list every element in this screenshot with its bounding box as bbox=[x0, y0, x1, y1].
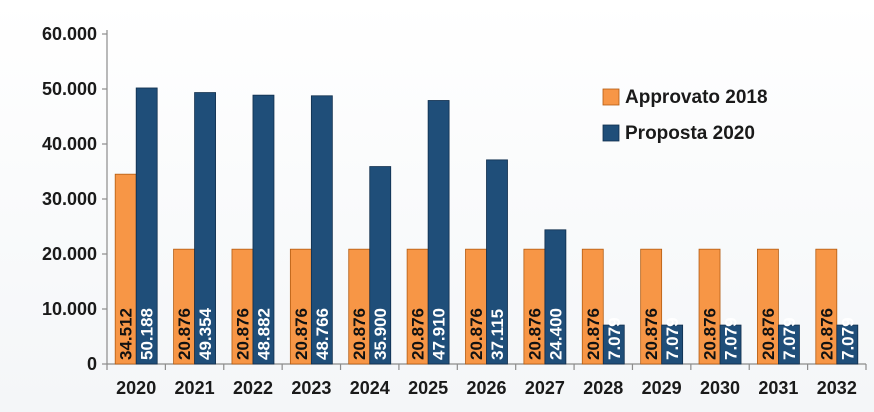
data-label: 7.079 bbox=[663, 317, 682, 360]
x-tick-label: 2031 bbox=[758, 378, 798, 398]
x-tick-label: 2029 bbox=[642, 378, 682, 398]
y-tick-label: 0 bbox=[87, 354, 97, 374]
x-tick-label: 2025 bbox=[408, 378, 448, 398]
data-label: 48.766 bbox=[313, 308, 332, 360]
bar-proposta-2025 bbox=[427, 100, 450, 365]
bar-proposta-2030 bbox=[719, 324, 742, 365]
data-label: 24.400 bbox=[546, 308, 565, 360]
data-label: 47.910 bbox=[430, 308, 449, 360]
x-tick-label: 2023 bbox=[291, 378, 331, 398]
data-label: 48.882 bbox=[254, 308, 273, 360]
bar-proposta-2029 bbox=[661, 324, 684, 365]
x-tick-label: 2028 bbox=[583, 378, 623, 398]
bar-approvato-2029 bbox=[640, 248, 663, 365]
bar-proposta-2020 bbox=[135, 87, 158, 365]
bar-proposta-2023 bbox=[310, 95, 333, 365]
bar-proposta-2031 bbox=[778, 324, 800, 365]
data-label: 20.876 bbox=[467, 308, 486, 360]
x-tick-label: 2030 bbox=[700, 378, 740, 398]
bar-approvato-2032 bbox=[815, 248, 838, 365]
data-label: 20.876 bbox=[817, 308, 836, 360]
data-label: 20.876 bbox=[233, 308, 252, 360]
data-label: 50.188 bbox=[138, 308, 157, 360]
y-tick-label: 60.000 bbox=[42, 24, 97, 44]
bar-proposta-2021 bbox=[194, 92, 216, 365]
data-label: 35.900 bbox=[371, 308, 390, 360]
data-label: 20.876 bbox=[701, 308, 720, 360]
y-tick-label: 10.000 bbox=[42, 299, 97, 319]
bar-approvato-2028 bbox=[581, 248, 604, 365]
data-label: 20.876 bbox=[525, 308, 544, 360]
data-label: 34.512 bbox=[117, 308, 136, 360]
y-tick-label: 20.000 bbox=[42, 244, 97, 264]
legend-label: Approvato 2018 bbox=[625, 87, 768, 108]
data-label: 20.876 bbox=[175, 308, 194, 360]
data-label: 7.079 bbox=[722, 317, 741, 360]
data-label: 7.079 bbox=[838, 317, 857, 360]
bar-approvato-2030 bbox=[698, 248, 721, 365]
legend-swatch bbox=[602, 88, 620, 106]
bar-proposta-2024 bbox=[369, 166, 392, 365]
data-label: 20.876 bbox=[292, 308, 311, 360]
bar-proposta-2028 bbox=[602, 324, 625, 365]
x-tick-label: 2026 bbox=[466, 378, 506, 398]
bar-proposta-2026 bbox=[486, 159, 508, 365]
bar-proposta-2032 bbox=[836, 324, 859, 365]
bar-proposta-2027 bbox=[544, 229, 567, 365]
legend-label: Proposta 2020 bbox=[625, 123, 755, 144]
x-tick-label: 2024 bbox=[350, 378, 390, 398]
data-label: 49.354 bbox=[196, 307, 215, 360]
data-label: 20.876 bbox=[350, 308, 369, 360]
data-label: 20.876 bbox=[759, 308, 778, 360]
y-tick-label: 30.000 bbox=[42, 189, 97, 209]
y-tick-label: 50.000 bbox=[42, 79, 97, 99]
y-tick-label: 40.000 bbox=[42, 134, 97, 154]
x-tick-label: 2022 bbox=[233, 378, 273, 398]
x-tick-label: 2032 bbox=[817, 378, 857, 398]
data-label: 20.876 bbox=[642, 308, 661, 360]
data-label: 7.079 bbox=[605, 317, 624, 360]
legend-swatch bbox=[602, 124, 620, 142]
data-label: 20.876 bbox=[584, 308, 603, 360]
data-label: 7.079 bbox=[780, 317, 799, 360]
data-label: 20.876 bbox=[409, 308, 428, 360]
bar-approvato-2031 bbox=[757, 248, 779, 365]
bar-proposta-2022 bbox=[252, 94, 275, 365]
x-tick-label: 2021 bbox=[175, 378, 215, 398]
x-tick-label: 2020 bbox=[116, 378, 156, 398]
x-tick-label: 2027 bbox=[525, 378, 565, 398]
data-label: 37.115 bbox=[488, 309, 507, 360]
